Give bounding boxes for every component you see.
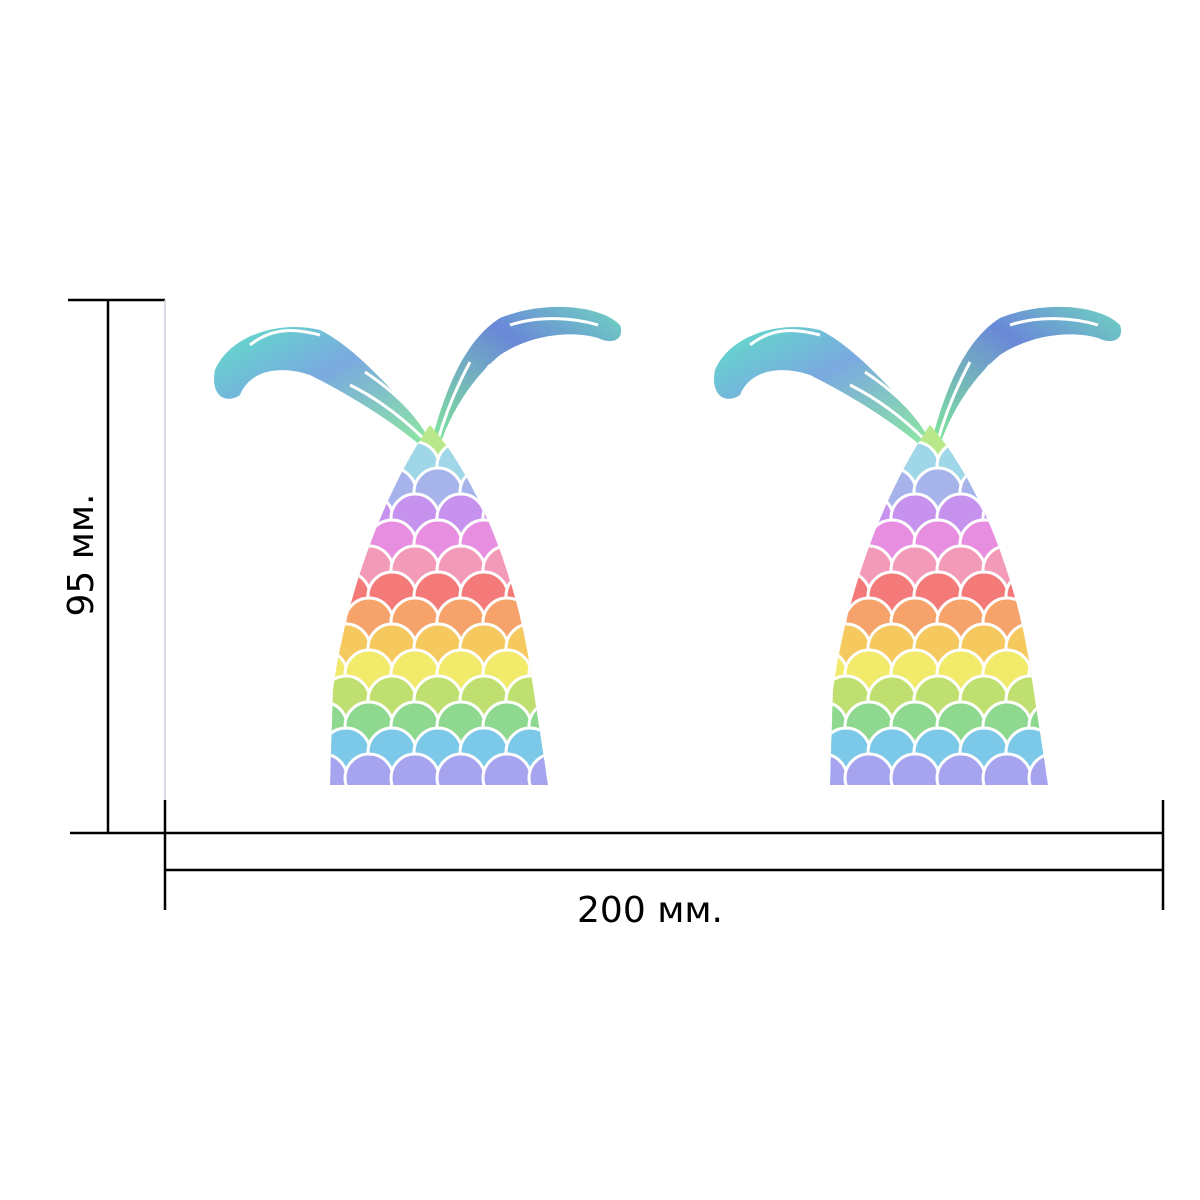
mermaid-tail-left xyxy=(214,307,621,802)
height-label: 95 мм. xyxy=(61,493,102,616)
mermaid-tail-right xyxy=(714,307,1121,802)
width-label: 200 мм. xyxy=(577,890,723,931)
